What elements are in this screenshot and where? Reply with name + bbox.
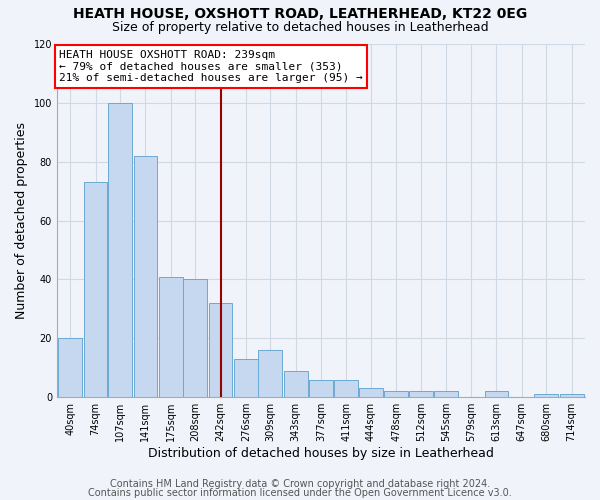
Bar (58, 338, 82, 397)
Bar (409, 392, 433, 397)
Bar (184, 280, 207, 397)
Bar (234, 359, 258, 397)
Text: Contains HM Land Registry data © Crown copyright and database right 2024.: Contains HM Land Registry data © Crown c… (110, 479, 490, 489)
Text: HEATH HOUSE OXSHOTT ROAD: 239sqm
← 79% of detached houses are smaller (353)
21% : HEATH HOUSE OXSHOTT ROAD: 239sqm ← 79% o… (59, 50, 363, 83)
Bar (485, 392, 508, 397)
Bar (334, 380, 358, 397)
Bar (134, 156, 157, 397)
Bar (284, 370, 308, 397)
Bar (359, 388, 383, 397)
Y-axis label: Number of detached properties: Number of detached properties (15, 122, 28, 319)
Bar (384, 392, 408, 397)
X-axis label: Distribution of detached houses by size in Leatherhead: Distribution of detached houses by size … (148, 447, 494, 460)
Text: Size of property relative to detached houses in Leatherhead: Size of property relative to detached ho… (112, 21, 488, 34)
Bar (83, 182, 107, 397)
Bar (309, 380, 333, 397)
Text: HEATH HOUSE, OXSHOTT ROAD, LEATHERHEAD, KT22 0EG: HEATH HOUSE, OXSHOTT ROAD, LEATHERHEAD, … (73, 8, 527, 22)
Bar (535, 394, 558, 397)
Bar (560, 394, 584, 397)
Bar (108, 103, 132, 397)
Bar (259, 350, 282, 397)
Bar (434, 392, 458, 397)
Text: Contains public sector information licensed under the Open Government Licence v3: Contains public sector information licen… (88, 488, 512, 498)
Bar (159, 276, 182, 397)
Bar (209, 303, 232, 397)
